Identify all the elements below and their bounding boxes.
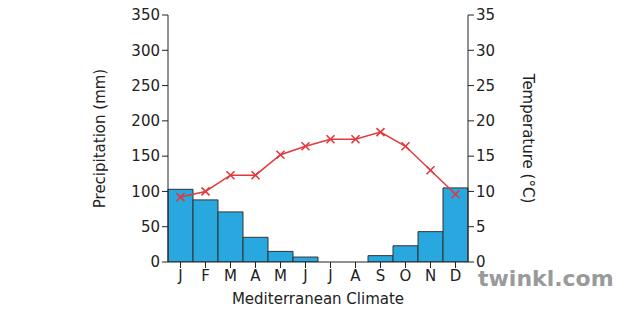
svg-text:S: S: [376, 267, 386, 285]
svg-text:N: N: [425, 267, 436, 285]
svg-text:150: 150: [131, 147, 160, 165]
svg-text:15: 15: [476, 147, 495, 165]
svg-text:250: 250: [131, 77, 160, 95]
svg-text:30: 30: [476, 42, 495, 60]
svg-text:J: J: [302, 267, 307, 285]
svg-text:Precipitation (mm): Precipitation (mm): [91, 69, 109, 208]
svg-text:0: 0: [150, 253, 160, 271]
svg-text:M: M: [274, 267, 287, 285]
svg-text:20: 20: [476, 112, 495, 130]
svg-text:350: 350: [131, 6, 160, 24]
svg-text:J: J: [327, 267, 332, 285]
svg-text:A: A: [250, 267, 261, 285]
svg-text:35: 35: [476, 6, 495, 24]
svg-text:5: 5: [476, 218, 486, 236]
svg-text:O: O: [400, 267, 412, 285]
html-text:twinkl.com: twinkl.com: [478, 266, 614, 291]
svg-text:300: 300: [131, 42, 160, 60]
svg-text:25: 25: [476, 77, 495, 95]
svg-text:100: 100: [131, 183, 160, 201]
html-text:Mediterranean Climate: Mediterranean Climate: [231, 290, 405, 308]
svg-text:A: A: [350, 267, 361, 285]
svg-text:50: 50: [141, 218, 160, 236]
svg-text:D: D: [450, 267, 462, 285]
svg-text:200: 200: [131, 112, 160, 130]
svg-text:Temperature (°C): Temperature (°C): [519, 73, 537, 203]
svg-text:F: F: [201, 267, 210, 285]
svg-text:0: 0: [476, 253, 486, 272]
svg-text:10: 10: [476, 183, 495, 201]
svg-text:M: M: [224, 267, 237, 285]
svg-text:J: J: [177, 267, 182, 285]
